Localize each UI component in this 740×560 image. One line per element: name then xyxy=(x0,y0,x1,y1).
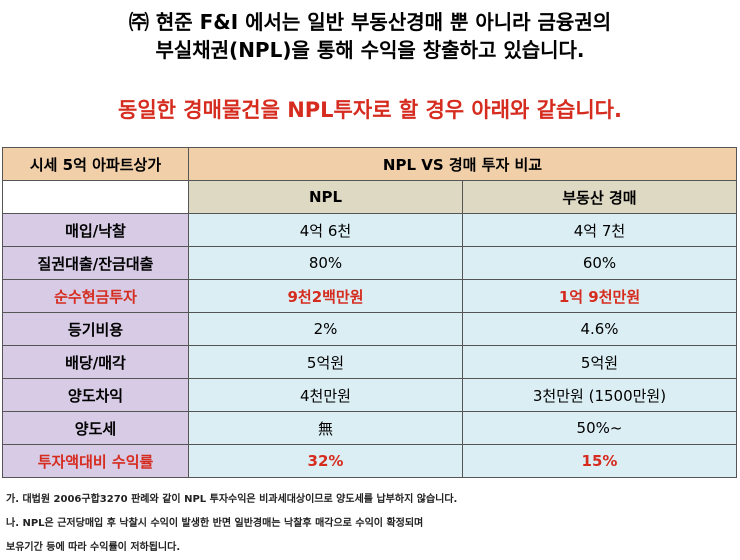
auction-value: 3천만원 (1500만원) xyxy=(462,378,737,412)
row-label: 양도세 xyxy=(2,411,189,445)
npl-value: 4천만원 xyxy=(188,378,463,412)
row-label: 등기비용 xyxy=(2,312,189,346)
npl-value: 4억 6천 xyxy=(188,213,463,247)
table-row: 투자액대비 수익률 32% 15% xyxy=(2,444,737,478)
table-row: 양도세 無 50%~ xyxy=(2,411,737,445)
heading-line-1: ㈜ 현준 F&I 에서는 일반 부동산경매 뿐 아니라 금융권의 xyxy=(128,10,612,34)
blank-header-cell xyxy=(2,180,189,214)
footnotes: 가. 대법원 2006구합3270 판례와 같이 NPL 투자수익은 비과세대상… xyxy=(6,488,736,560)
auction-value: 50%~ xyxy=(462,411,737,445)
table-title-row: 시세 5억 아파트상가 NPL VS 경매 투자 비교 xyxy=(2,147,737,181)
footnote-1: 가. 대법원 2006구합3270 판례와 같이 NPL 투자수익은 비과세대상… xyxy=(6,494,458,505)
table-row: 질권대출/잔금대출 80% 60% xyxy=(2,246,737,280)
table-row: 양도차익 4천만원 3천만원 (1500만원) xyxy=(2,378,737,412)
npl-value: 無 xyxy=(188,411,463,445)
table-row: 등기비용 2% 4.6% xyxy=(2,312,737,346)
subtitle-red: 동일한 경매물건을 NPL투자로 할 경우 아래와 같습니다. xyxy=(118,98,622,122)
auction-value: 4억 7천 xyxy=(462,213,737,247)
table-title: NPL VS 경매 투자 비교 xyxy=(188,147,737,181)
row-label: 투자액대비 수익률 xyxy=(2,444,189,478)
row-label: 양도차익 xyxy=(2,378,189,412)
row-label: 매입/낙찰 xyxy=(2,213,189,247)
npl-value: 9천2백만원 xyxy=(188,279,463,313)
footnote-2: 나. NPL은 근저당매입 후 낙찰시 수익이 발생한 반면 일반경매는 낙찰후… xyxy=(6,518,424,529)
npl-value: 5억원 xyxy=(188,345,463,379)
table-row: 매입/낙찰 4억 6천 4억 7천 xyxy=(2,213,737,247)
row-label: 배당/매각 xyxy=(2,345,189,379)
comparison-table: 시세 5억 아파트상가 NPL VS 경매 투자 비교 NPL 부동산 경매 매… xyxy=(2,147,737,478)
npl-value: 32% xyxy=(188,444,463,478)
heading-line-2: 부실채권(NPL)을 통해 수익을 창출하고 있습니다. xyxy=(155,38,585,62)
row-label: 질권대출/잔금대출 xyxy=(2,246,189,280)
row-label: 순수현금투자 xyxy=(2,279,189,313)
column-header-auction: 부동산 경매 xyxy=(462,180,737,214)
table-row: 배당/매각 5억원 5억원 xyxy=(2,345,737,379)
auction-value: 5억원 xyxy=(462,345,737,379)
table-row: 순수현금투자 9천2백만원 1억 9천만원 xyxy=(2,279,737,313)
npl-value: 2% xyxy=(188,312,463,346)
npl-value: 80% xyxy=(188,246,463,280)
column-header-row: NPL 부동산 경매 xyxy=(2,180,737,214)
auction-value: 60% xyxy=(462,246,737,280)
auction-value: 15% xyxy=(462,444,737,478)
corner-label: 시세 5억 아파트상가 xyxy=(2,147,189,181)
auction-value: 1억 9천만원 xyxy=(462,279,737,313)
column-header-npl: NPL xyxy=(188,180,463,214)
footnote-3: 보유기간 등에 따라 수익률이 저하됩니다. xyxy=(6,542,181,553)
auction-value: 4.6% xyxy=(462,312,737,346)
